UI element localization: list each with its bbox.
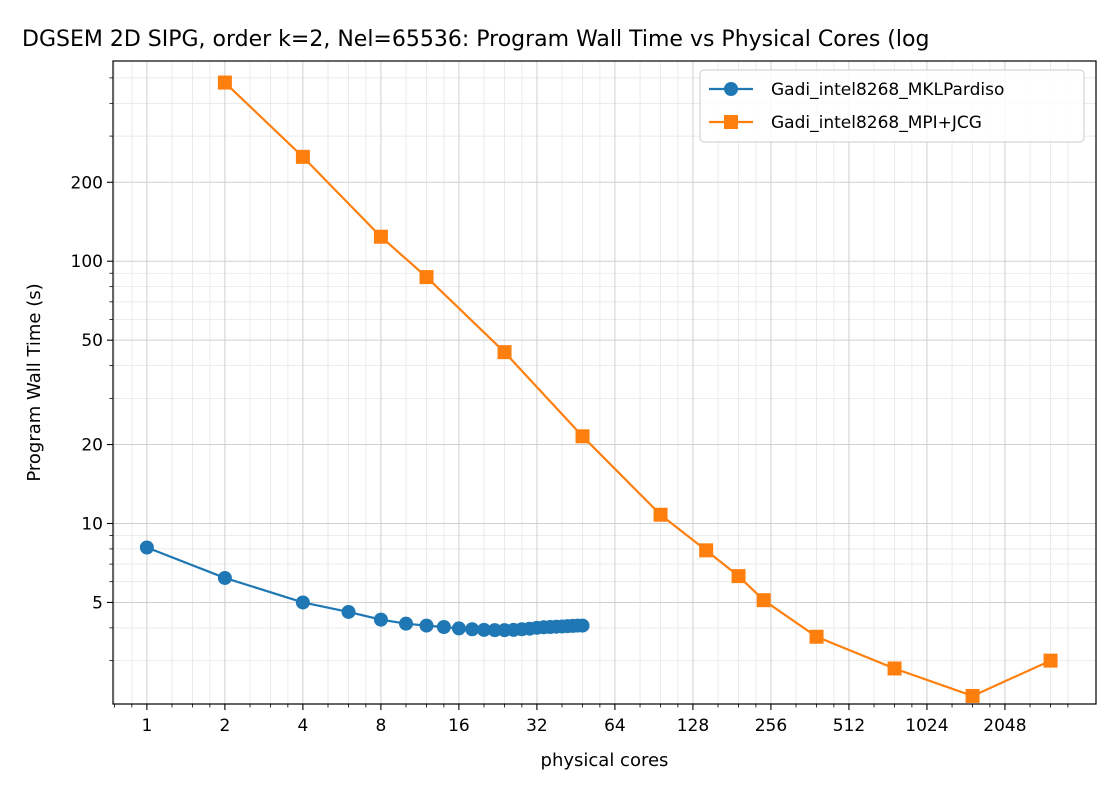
- x-tick-label: 128: [677, 716, 709, 736]
- x-tick-label: 1: [141, 716, 152, 736]
- legend-marker: [724, 115, 738, 129]
- data-point: [373, 229, 388, 244]
- data-point: [295, 595, 310, 610]
- major-grid: [113, 61, 1096, 704]
- data-point: [653, 507, 668, 522]
- chart-title: DGSEM 2D SIPG, order k=2, Nel=65536: Pro…: [22, 27, 929, 52]
- data-point: [419, 618, 434, 633]
- legend-marker: [724, 82, 738, 96]
- data-point: [217, 570, 232, 585]
- legend-label: Gadi_intel8268_MPI+JCG: [771, 113, 982, 133]
- x-tick-label: 256: [755, 716, 787, 736]
- data-point: [756, 593, 771, 608]
- legend: Gadi_intel8268_MKLPardiso Gadi_intel8268_…: [699, 69, 1085, 143]
- y-axis: 5 10 20 50 100 200: [71, 77, 113, 662]
- x-axis-label: physical cores: [541, 750, 669, 771]
- x-tick-label: 1024: [905, 716, 948, 736]
- y-tick-label: 200: [71, 173, 103, 193]
- data-point: [497, 345, 512, 360]
- x-tick-label: 32: [526, 716, 548, 736]
- x-tick-label: 2048: [983, 716, 1026, 736]
- series-line: [224, 81, 1052, 698]
- data-point: [451, 621, 466, 636]
- data-point: [575, 429, 590, 444]
- x-axis: 1 2 4 8 16 32 64 128 256 512 1024 2048: [114, 704, 1069, 736]
- data-point: [1043, 653, 1058, 668]
- x-tick-label: 64: [604, 716, 626, 736]
- data-point: [373, 612, 388, 627]
- y-tick-label: 20: [81, 436, 103, 456]
- y-tick-label: 50: [81, 331, 103, 351]
- data-point: [465, 622, 480, 637]
- y-axis-label: Program Wall Time (s): [24, 283, 45, 481]
- data-point: [341, 604, 356, 619]
- data-point: [295, 149, 310, 164]
- series-1: [139, 540, 590, 638]
- x-tick-label: 512: [833, 716, 865, 736]
- data-point: [699, 543, 714, 558]
- x-tick-label: 4: [297, 716, 308, 736]
- y-tick-label: 100: [71, 252, 103, 272]
- series-layer: [139, 75, 1058, 703]
- data-point: [487, 623, 502, 638]
- y-tick-label: 10: [81, 514, 103, 534]
- x-tick-label: 16: [448, 716, 470, 736]
- data-point: [399, 616, 414, 631]
- data-point: [731, 569, 746, 584]
- legend-label: Gadi_intel8268_MKLPardiso: [771, 80, 1004, 100]
- data-point: [419, 270, 434, 285]
- data-point: [809, 629, 824, 644]
- legend-entry: Gadi_intel8268_MPI+JCG: [709, 113, 982, 133]
- data-point: [965, 688, 980, 703]
- data-point: [139, 540, 154, 555]
- minor-grid: [113, 61, 1096, 704]
- legend-entry: Gadi_intel8268_MKLPardiso: [709, 80, 1004, 100]
- legend-box: [699, 69, 1085, 143]
- data-point: [477, 622, 492, 637]
- y-tick-label: 5: [92, 593, 103, 613]
- series-2: [217, 75, 1058, 703]
- data-point: [575, 618, 590, 633]
- x-tick-label: 8: [375, 716, 386, 736]
- plot-frame: [112, 60, 1097, 705]
- x-tick-label: 2: [219, 716, 230, 736]
- data-point: [217, 75, 232, 90]
- data-point: [436, 620, 451, 635]
- data-point: [887, 661, 902, 676]
